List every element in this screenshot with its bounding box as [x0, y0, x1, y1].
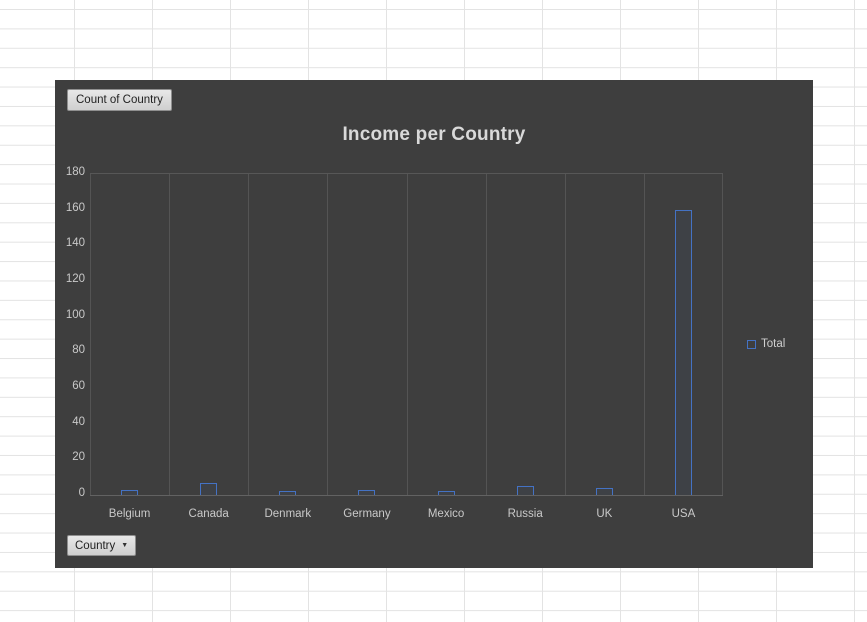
plot-gridline — [564, 174, 566, 495]
plot-gridline — [248, 174, 250, 495]
chart-title: Income per Country — [342, 124, 526, 145]
y-axis-label: 60 — [72, 380, 85, 392]
legend: Total — [747, 338, 785, 350]
bar-canada[interactable] — [200, 482, 218, 495]
plot-area — [90, 173, 723, 496]
y-axis-label: 140 — [65, 237, 85, 250]
dropdown-arrow-icon: ▼ — [121, 542, 129, 549]
plot-gridline — [327, 174, 329, 495]
y-axis-label: 80 — [72, 344, 85, 357]
y-axis-label: 20 — [72, 451, 85, 464]
x-axis-label: Belgium — [108, 508, 151, 520]
y-axis-label: 40 — [72, 415, 85, 428]
x-axis-label: Denmark — [264, 508, 312, 520]
x-axis-label: Russia — [507, 508, 543, 520]
plot-gridline — [643, 174, 645, 495]
legend-marker-icon — [747, 339, 756, 349]
bar-mexico[interactable] — [437, 491, 455, 495]
plot-gridline — [722, 174, 723, 495]
plot-gridline — [90, 174, 91, 495]
x-axis-label: Germany — [343, 508, 391, 520]
bar-germany[interactable] — [358, 489, 376, 495]
bar-denmark[interactable] — [279, 491, 297, 495]
bar-russia[interactable] — [516, 486, 534, 495]
y-axis: 0 20 40 60 80 100 120 140 160 180 — [55, 166, 85, 499]
x-axis-label: UK — [596, 508, 613, 520]
count-of-country-field-button[interactable]: Count of Country — [67, 89, 172, 111]
y-axis-label: 120 — [65, 273, 85, 285]
x-axis-label: USA — [671, 508, 696, 520]
count-of-country-label: Count of Country — [76, 94, 163, 106]
plot-gridline — [485, 174, 487, 495]
legend-label: Total — [761, 338, 786, 350]
x-axis: Belgium Canada Denmark Germany Mexico Russia U… — [90, 508, 723, 524]
y-axis-label: 0 — [78, 487, 85, 499]
x-axis-label: Canada — [188, 508, 229, 520]
y-axis-label: 160 — [65, 201, 85, 214]
country-filter-label: Country — [75, 539, 116, 552]
y-axis-label: 180 — [65, 166, 85, 178]
x-axis-label: Mexico — [427, 508, 465, 520]
pivot-chart[interactable]: Count of Country Income per Country 0 20 4… — [55, 80, 813, 568]
plot-gridline — [406, 174, 408, 495]
country-filter-button[interactable]: Country ▼ — [67, 535, 137, 556]
bar-usa[interactable] — [674, 209, 692, 495]
bar-belgium[interactable] — [121, 489, 139, 495]
plot-gridline — [169, 174, 171, 495]
bar-uk[interactable] — [595, 487, 613, 495]
y-axis-label: 100 — [65, 308, 85, 321]
